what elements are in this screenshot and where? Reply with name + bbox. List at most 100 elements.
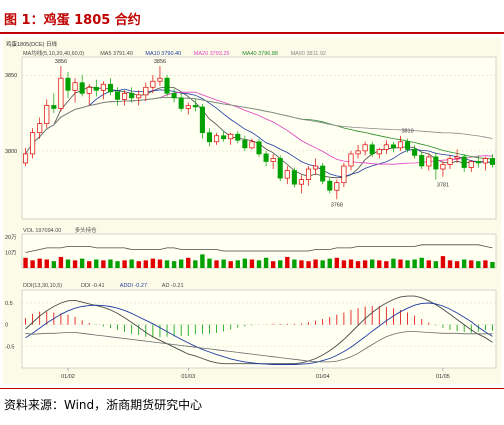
candle-body (461, 156, 467, 168)
candle-body (256, 141, 262, 155)
addi-line (25, 302, 493, 365)
candle-body (397, 141, 404, 149)
volume-bar (115, 261, 120, 268)
ddi-y-tick: 0.5 (5, 301, 13, 307)
volume-bar (193, 260, 198, 268)
legend-entry: DDI -0.41 (81, 283, 105, 289)
volume-bar (391, 258, 396, 268)
candle-body (58, 77, 64, 109)
candle-body (475, 161, 481, 164)
volume-bar (483, 260, 488, 268)
volume-bar (327, 258, 332, 268)
legend-entry: MA10 3790.40 (145, 51, 181, 57)
candle-body (341, 165, 347, 184)
candle-body (143, 86, 149, 96)
candle-body (291, 170, 297, 185)
candle-body (164, 77, 170, 94)
candle-body (79, 82, 85, 94)
volume-bar (292, 259, 297, 268)
candle-body (305, 168, 312, 180)
candle-body (369, 144, 375, 155)
volume-bar (270, 261, 276, 268)
candle-body (348, 153, 354, 167)
volume-bar (398, 259, 403, 268)
price-annotation: 3781 (437, 183, 449, 189)
legend-entry: MA5 3791.40 (100, 51, 133, 57)
volume-bar (150, 258, 156, 268)
candle-body (199, 106, 205, 134)
volume-bar (58, 256, 64, 268)
volume-bar (384, 261, 389, 268)
volume-bar (30, 260, 35, 268)
chart-frame: 鸡蛋1805(DCE) 日线 MA均线(5,10,20,40,60,0) MA5 3… (3, 38, 501, 384)
candle-body (334, 182, 340, 191)
legend-entry: 多头持仓 (75, 226, 98, 234)
volume-bar (426, 260, 431, 268)
source-divider (0, 388, 504, 389)
legend-entry: VOL 197094.00 (23, 228, 61, 234)
volume-bar (412, 259, 417, 268)
volume-bar (440, 256, 446, 268)
volume-bar (122, 260, 127, 268)
legend-entry: DDI(13,30,10,5) (23, 283, 62, 289)
candle-body (178, 97, 184, 109)
volume-bar (136, 261, 141, 268)
legend-entry: MA20 3793.25 (194, 51, 230, 57)
volume-bar (44, 259, 49, 268)
volume-bar (23, 257, 28, 268)
candle-body (277, 158, 283, 179)
volume-y-tick: 20万 (5, 234, 17, 241)
ddi-y-tick: 0 (5, 323, 8, 329)
volume-bar (461, 259, 467, 268)
volume-bar (164, 260, 170, 268)
volume-bar (433, 261, 439, 268)
volume-bar (207, 258, 212, 268)
volume-bar (214, 260, 219, 268)
volume-bar (249, 259, 255, 268)
candle-body (489, 158, 496, 165)
candle-body (150, 80, 156, 88)
volume-bar (377, 260, 382, 268)
candle-body (298, 179, 304, 185)
volume-bar (228, 261, 233, 268)
volume-bar (178, 259, 184, 268)
candle-body (107, 83, 113, 93)
candle-body (157, 77, 163, 82)
candle-body (412, 149, 418, 156)
candle-body (235, 133, 241, 141)
volume-y-tick: 10万 (5, 250, 17, 257)
price-panel (21, 56, 497, 220)
candle-body (313, 165, 319, 170)
volume-bar (37, 258, 42, 268)
legend-entry: AD -0.21 (162, 283, 184, 289)
price-annotation: 3768 (331, 202, 343, 208)
candle-body (426, 156, 432, 167)
legend-entry: MA均线(5,10,20,40,60,0) (23, 49, 84, 57)
candle-body (376, 149, 382, 155)
price-annotation: 3856 (55, 59, 67, 65)
volume-bar (405, 260, 410, 268)
volume-bar (490, 262, 495, 268)
candle-body (136, 94, 142, 99)
volume-bar (72, 260, 78, 268)
candle-body (447, 158, 453, 165)
volume-bar (306, 261, 311, 268)
candle-body (228, 133, 234, 140)
candle-body (440, 164, 446, 170)
candle-body (454, 156, 460, 159)
candle-body (51, 105, 57, 109)
price-y-tick: 3800 (5, 149, 17, 155)
candle-body (44, 105, 50, 124)
candle-body (72, 82, 78, 91)
candle-body (206, 132, 213, 143)
candle-body (221, 135, 227, 140)
volume-bar (108, 259, 113, 268)
volume-bar (419, 257, 424, 268)
volume-bar (129, 259, 134, 268)
volume-bar (87, 261, 92, 268)
candle-body (93, 86, 99, 91)
volume-bar (157, 259, 163, 268)
candle-body (468, 161, 474, 168)
volume-bar (101, 260, 106, 268)
